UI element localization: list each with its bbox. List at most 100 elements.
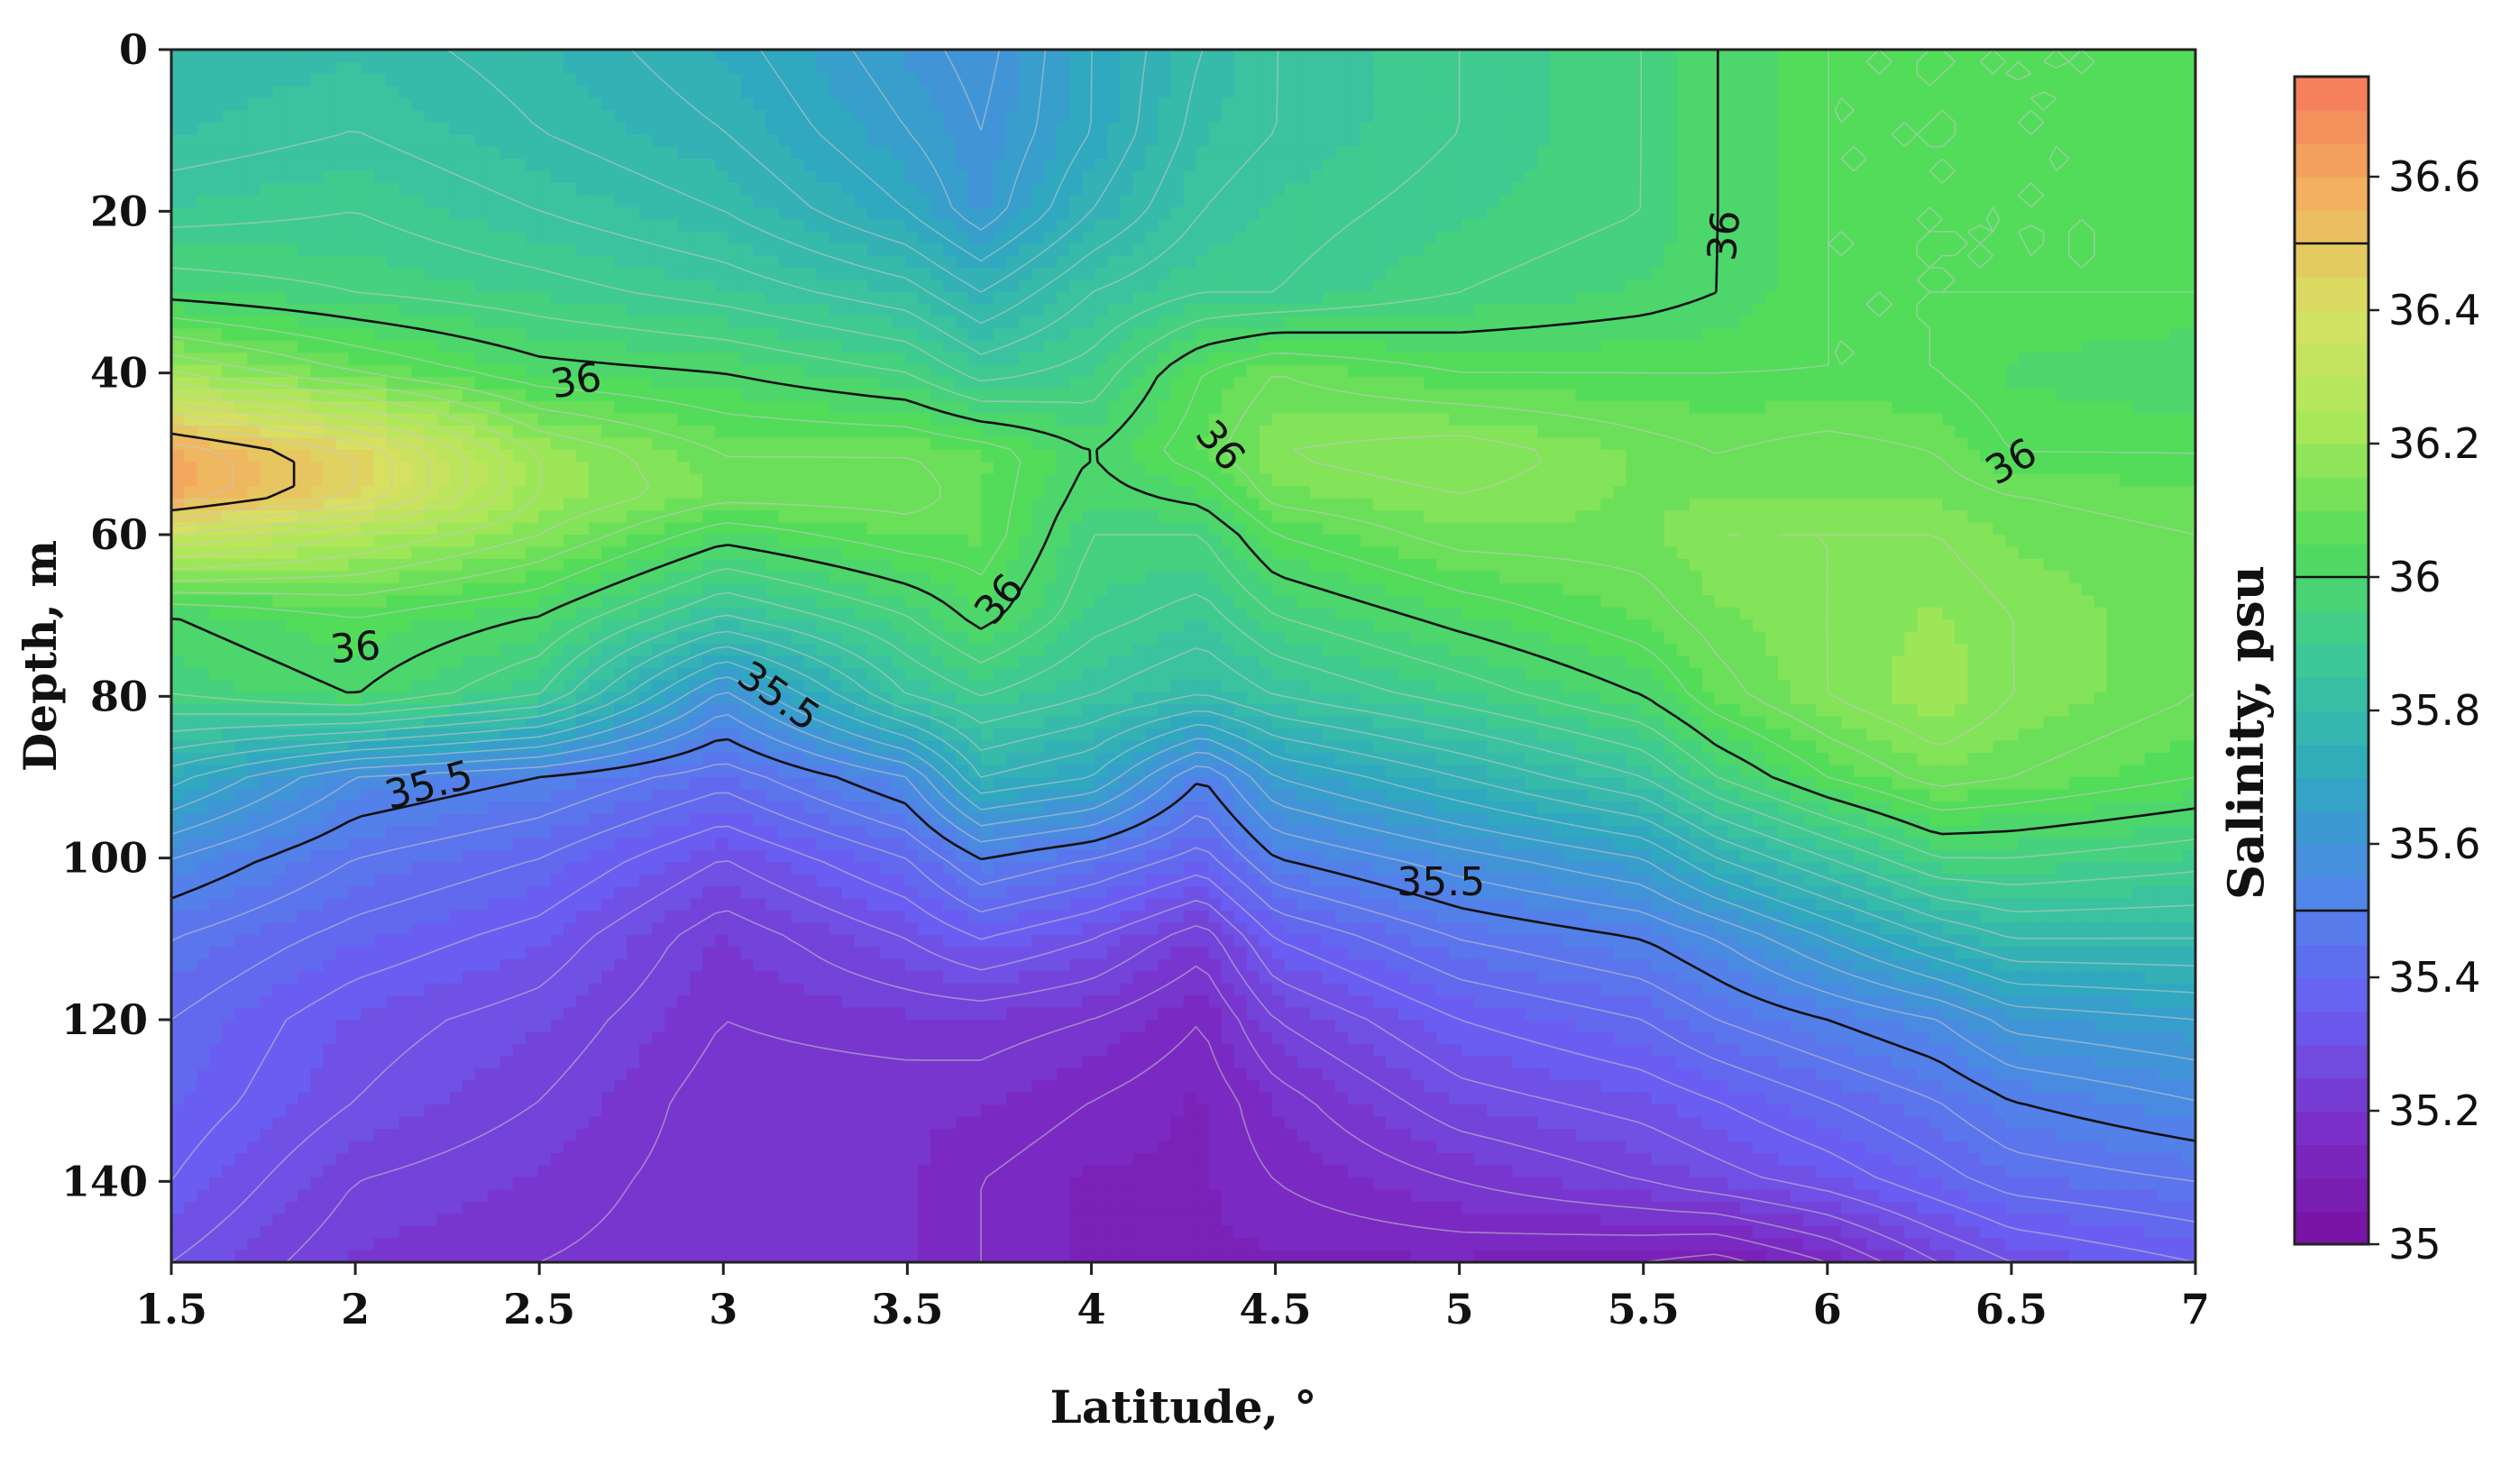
salinity-cell: [1752, 231, 1766, 244]
salinity-cell: [247, 206, 261, 221]
salinity-cell: [209, 122, 223, 135]
salinity-cell: [499, 170, 514, 184]
salinity-cell: [1537, 328, 1552, 342]
salinity-cell: [424, 364, 438, 378]
salinity-cell: [1158, 413, 1172, 426]
salinity-cell: [1019, 110, 1032, 124]
salinity-cell: [576, 159, 590, 172]
salinity-cell: [1512, 97, 1526, 112]
salinity-cell: [285, 97, 299, 112]
salinity-cell: [866, 50, 881, 63]
salinity-cell: [1334, 304, 1349, 317]
salinity-cell: [1575, 146, 1590, 160]
salinity-cell: [1575, 413, 1590, 426]
salinity-cell: [866, 170, 881, 184]
salinity-cell: [487, 304, 501, 317]
salinity-cell: [1917, 304, 1931, 317]
salinity-cell: [197, 340, 210, 354]
salinity-cell: [1487, 134, 1501, 148]
salinity-cell: [1651, 110, 1665, 124]
salinity-cell: [1069, 86, 1084, 99]
salinity-cell: [298, 122, 312, 135]
salinity-cell: [930, 182, 944, 197]
salinity-cell: [1082, 231, 1096, 244]
salinity-cell: [753, 86, 767, 99]
salinity-cell: [1474, 86, 1489, 99]
salinity-cell: [1196, 134, 1210, 148]
salinity-cell: [942, 73, 957, 87]
salinity-cell: [1019, 377, 1032, 390]
salinity-cell: [1701, 389, 1716, 402]
salinity-cell: [1006, 243, 1020, 257]
salinity-cell: [1436, 243, 1450, 257]
salinity-cell: [1221, 292, 1235, 306]
salinity-cell: [2056, 170, 2070, 184]
salinity-cell: [1980, 86, 1994, 99]
salinity-cell: [841, 146, 856, 160]
salinity-cell: [715, 316, 729, 330]
salinity-cell: [2157, 50, 2171, 63]
salinity-cell: [1651, 413, 1665, 426]
salinity-cell: [563, 304, 577, 317]
salinity-cell: [1044, 401, 1058, 415]
salinity-cell: [436, 50, 451, 63]
salinity-cell: [1284, 146, 1298, 160]
salinity-cell: [2144, 134, 2158, 148]
salinity-cell: [1271, 110, 1286, 124]
salinity-cell: [1980, 182, 1994, 197]
salinity-cell: [1879, 364, 1893, 378]
salinity-cell: [1436, 146, 1450, 160]
salinity-cell: [2056, 389, 2070, 402]
salinity-cell: [234, 159, 248, 172]
salinity-cell: [323, 122, 337, 135]
salinity-cell: [1284, 110, 1298, 124]
salinity-cell: [829, 182, 843, 197]
salinity-cell: [778, 268, 793, 281]
salinity-cell: [2043, 413, 2057, 426]
salinity-cell: [1613, 182, 1627, 197]
salinity-cell: [702, 73, 717, 87]
salinity-cell: [2018, 292, 2032, 306]
salinity-cell: [310, 110, 325, 124]
salinity-cell: [1663, 219, 1678, 233]
salinity-cell: [765, 219, 780, 233]
salinity-cell: [399, 86, 413, 99]
salinity-cell: [917, 389, 931, 402]
salinity-cell: [2030, 146, 2045, 160]
salinity-cell: [753, 401, 767, 415]
salinity-cell: [310, 316, 325, 330]
salinity-cell: [967, 182, 982, 197]
salinity-cell: [1386, 377, 1399, 390]
salinity-cell: [1360, 86, 1374, 99]
salinity-cell: [728, 110, 742, 124]
salinity-cell: [1044, 328, 1058, 342]
salinity-cell: [2018, 401, 2032, 415]
salinity-cell: [424, 292, 438, 306]
salinity-cell: [2081, 97, 2095, 112]
salinity-cell: [1424, 231, 1437, 244]
salinity-cell: [2119, 268, 2133, 281]
salinity-cell: [1993, 401, 2007, 415]
salinity-cell: [1562, 328, 1577, 342]
salinity-cell: [1752, 170, 1766, 184]
salinity-cell: [499, 401, 514, 415]
salinity-cell: [222, 243, 235, 257]
salinity-cell: [1006, 292, 1020, 306]
salinity-cell: [1638, 122, 1653, 135]
salinity-cell: [1663, 182, 1678, 197]
salinity-cell: [1764, 146, 1779, 160]
salinity-cell: [1967, 292, 1982, 306]
salinity-cell: [829, 328, 843, 342]
salinity-cell: [841, 304, 856, 317]
salinity-cell: [2157, 401, 2171, 415]
salinity-cell: [1803, 268, 1817, 281]
salinity-cell: [652, 73, 666, 87]
salinity-cell: [2119, 182, 2133, 197]
salinity-cell: [690, 219, 704, 233]
salinity-cell: [942, 97, 957, 112]
salinity-cell: [499, 122, 514, 135]
salinity-cell: [563, 61, 577, 75]
salinity-cell: [1006, 401, 1020, 415]
salinity-cell: [664, 122, 679, 135]
salinity-cell: [1145, 110, 1159, 124]
